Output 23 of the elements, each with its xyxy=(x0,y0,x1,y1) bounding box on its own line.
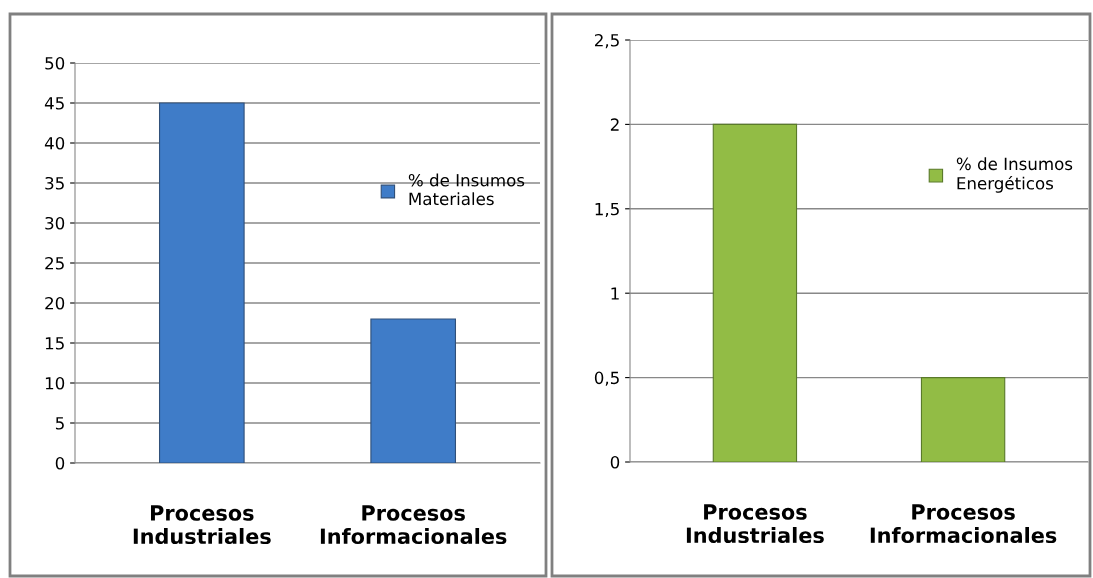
y-tick-label: 2 xyxy=(610,118,619,131)
x-tick-label: Procesos Industriales xyxy=(133,505,271,545)
y-tick-label: 40 xyxy=(44,136,65,150)
y-tick-label: 0 xyxy=(610,455,620,469)
x-tick-label: Procesos Informacionales xyxy=(320,505,507,545)
y-tick-label: 45 xyxy=(44,97,64,110)
y-tick-label: 25 xyxy=(45,256,64,270)
y-tick-label: 35 xyxy=(45,176,64,190)
y-tick-label: 1 xyxy=(611,287,619,300)
y-tick-label: 5 xyxy=(55,417,64,430)
y-tick-label: 1,5 xyxy=(595,202,619,218)
y-tick-label: 20 xyxy=(45,296,65,310)
legend-label: % de Insumos Materiales xyxy=(408,173,525,206)
y-tick-label: 2,5 xyxy=(594,33,619,49)
x-tick-label: Procesos Industriales xyxy=(686,504,824,544)
y-tick-label: 0,5 xyxy=(594,371,619,386)
y-tick-label: 10 xyxy=(45,376,65,390)
y-tick-label: 50 xyxy=(45,56,65,70)
y-tick-label: 30 xyxy=(45,216,65,230)
y-tick-label: 15 xyxy=(45,337,64,350)
y-tick-label: 0 xyxy=(55,456,65,470)
legend-label: % de Insumos Energéticos xyxy=(956,157,1073,193)
x-tick-label: Procesos Informacionales xyxy=(870,504,1057,544)
